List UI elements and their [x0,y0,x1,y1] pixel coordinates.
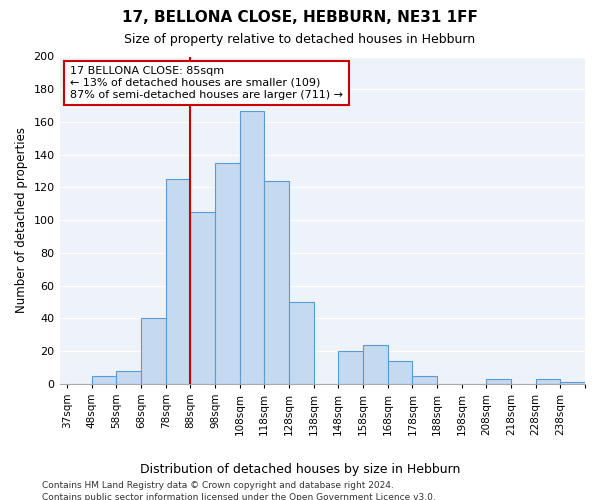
Bar [239,110,264,384]
Text: Distribution of detached houses by size in Hebburn: Distribution of detached houses by size … [140,462,460,475]
Bar [560,382,585,384]
Y-axis label: Number of detached properties: Number of detached properties [15,127,28,313]
Bar [363,344,388,384]
Text: Contains HM Land Registry data © Crown copyright and database right 2024.: Contains HM Land Registry data © Crown c… [42,481,394,490]
Text: 17, BELLONA CLOSE, HEBBURN, NE31 1FF: 17, BELLONA CLOSE, HEBBURN, NE31 1FF [122,10,478,25]
Text: Contains public sector information licensed under the Open Government Licence v3: Contains public sector information licen… [42,492,436,500]
Bar [338,351,363,384]
Bar [166,180,190,384]
Text: Size of property relative to detached houses in Hebburn: Size of property relative to detached ho… [124,32,476,46]
Bar [141,318,166,384]
Bar [536,379,560,384]
Bar [92,376,116,384]
Text: 17 BELLONA CLOSE: 85sqm
← 13% of detached houses are smaller (109)
87% of semi-d: 17 BELLONA CLOSE: 85sqm ← 13% of detache… [70,66,343,100]
Bar [190,212,215,384]
Bar [388,361,412,384]
Bar [116,371,141,384]
Bar [412,376,437,384]
Bar [289,302,314,384]
Bar [215,163,239,384]
Bar [264,181,289,384]
Bar [487,379,511,384]
